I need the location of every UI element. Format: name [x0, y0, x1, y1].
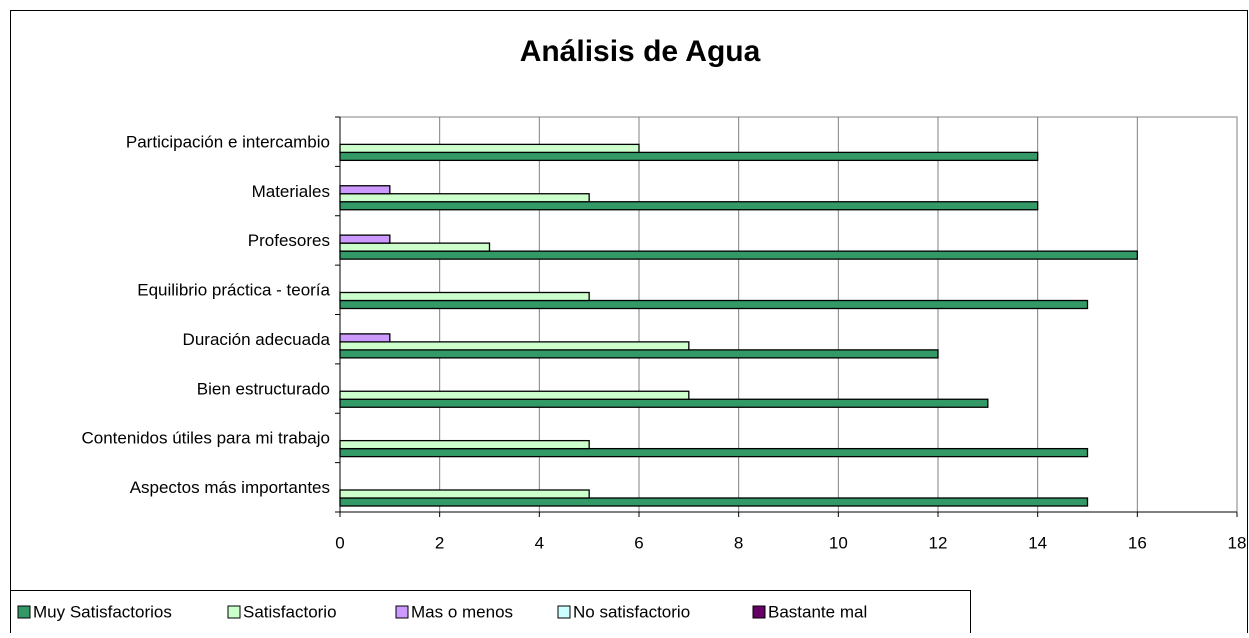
x-tick-label: 12 [929, 533, 948, 552]
legend-swatch [557, 605, 571, 619]
bar [339, 341, 690, 351]
legend-swatch [17, 605, 31, 619]
x-tick-label: 6 [634, 533, 643, 552]
y-tick-label: Materiales [252, 182, 330, 201]
legend-swatch [227, 605, 241, 619]
bar [339, 398, 989, 408]
y-tick-label: Bien estructurado [197, 379, 330, 398]
x-tick-label: 0 [335, 533, 344, 552]
legend-box [10, 590, 971, 638]
y-tick-label: Profesores [248, 231, 330, 250]
y-tick-label: Aspectos más importantes [130, 478, 330, 497]
bar [339, 201, 1039, 211]
legend-label: Mas o menos [411, 602, 513, 621]
bar [339, 497, 1089, 507]
x-tick-label: 18 [1228, 533, 1247, 552]
bar [339, 333, 391, 343]
legend-label: Satisfactorio [243, 602, 337, 621]
y-tick-label: Equilibrio práctica - teoría [137, 281, 330, 300]
bar [339, 234, 391, 244]
chart-title: Análisis de Agua [520, 35, 761, 68]
legend-swatch [395, 605, 409, 619]
y-tick-label: Participación e intercambio [126, 132, 330, 151]
y-tick-label: Duración adecuada [183, 330, 331, 349]
x-tick-label: 4 [535, 533, 544, 552]
bar [339, 143, 640, 154]
bar [339, 185, 391, 195]
bar [339, 291, 590, 302]
x-tick-label: 14 [1028, 533, 1047, 552]
legend-swatch [752, 605, 766, 619]
bar [339, 447, 1089, 458]
bar [339, 250, 1138, 260]
bar [339, 489, 590, 499]
chart-frame [10, 10, 1248, 638]
x-tick-label: 8 [734, 533, 743, 552]
legend-label: No satisfactorio [573, 602, 690, 621]
bar [339, 151, 1039, 162]
legend-label: Bastante mal [768, 602, 867, 621]
bar [339, 193, 590, 203]
bar [339, 242, 491, 252]
x-tick-label: 16 [1128, 533, 1147, 552]
legend-label: Muy Satisfactorios [33, 602, 172, 621]
bar [339, 299, 1089, 310]
bar [339, 439, 590, 450]
x-tick-label: 2 [435, 533, 444, 552]
bar [339, 390, 690, 400]
bar [339, 349, 939, 359]
x-tick-label: 10 [829, 533, 848, 552]
y-tick-label: Contenidos útiles para mi trabajo [81, 429, 330, 448]
